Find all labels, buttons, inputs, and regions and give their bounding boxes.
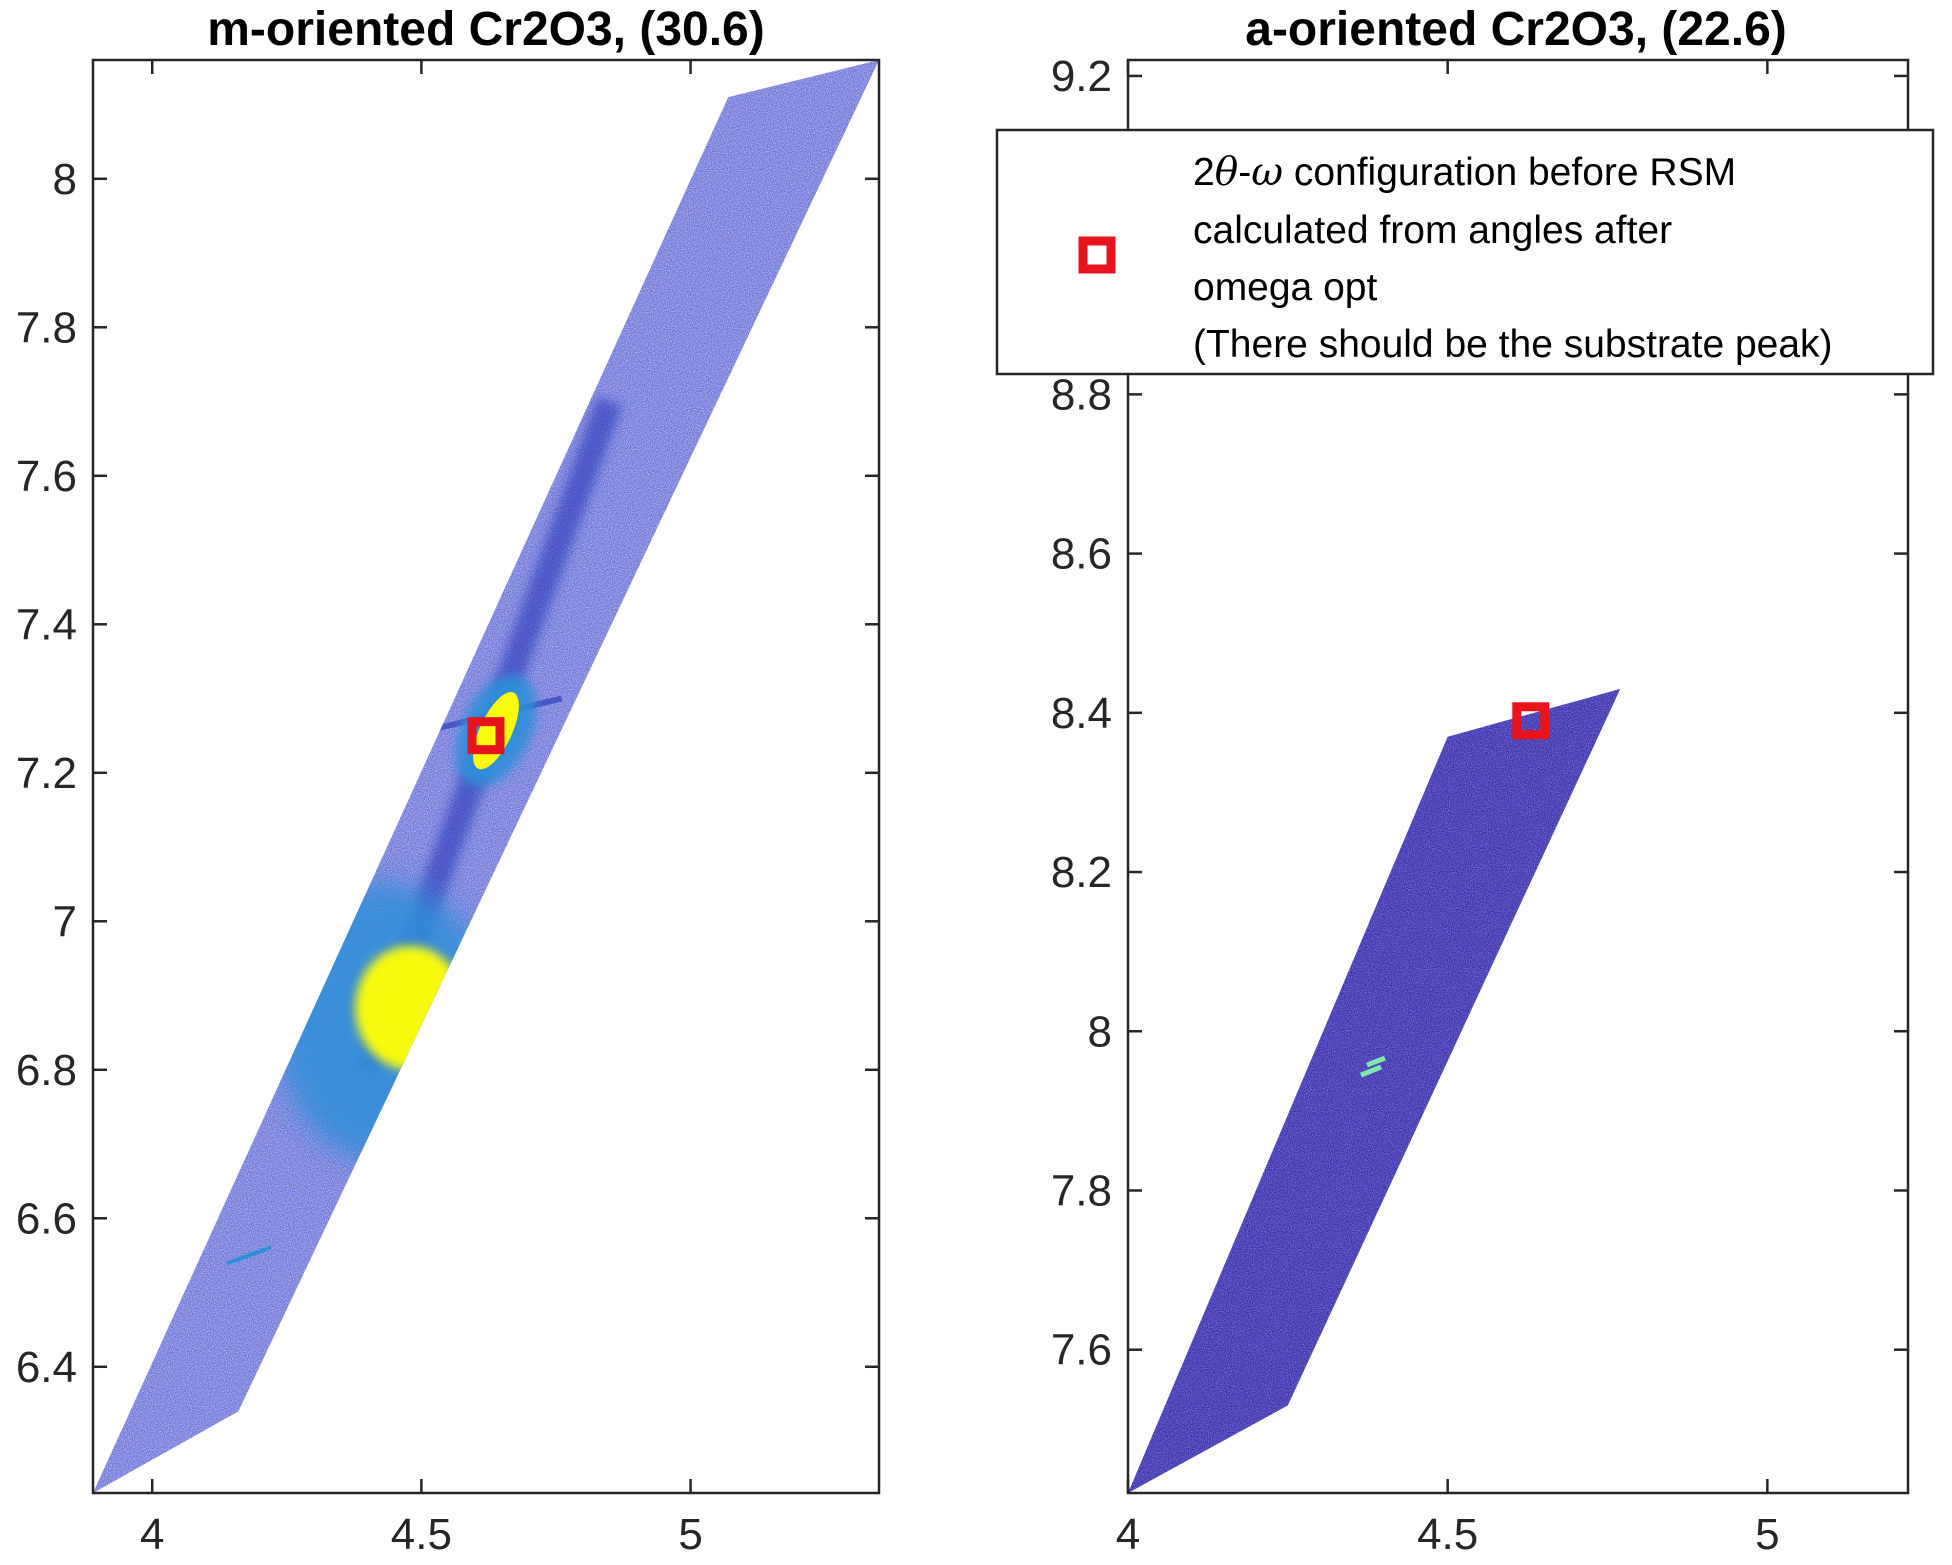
- right-ytick-label: 9.2: [1051, 52, 1112, 101]
- left-streak-feature: [226, 1245, 272, 1266]
- left-xtick-label: 4.5: [391, 1510, 452, 1559]
- right-ytick-label: 8.6: [1051, 530, 1112, 579]
- right-peak-feature-2: [1366, 1055, 1386, 1068]
- right-axes-box: [1126, 58, 1910, 1495]
- legend-line-4: (There should be the substrate peak): [1193, 323, 1833, 366]
- left-ytick-label: 6.8: [16, 1046, 77, 1095]
- right-ytick-label: 8.8: [1051, 370, 1112, 419]
- right-ytick-label: 8.2: [1051, 848, 1112, 897]
- left-plot-area: [93, 60, 879, 1493]
- left-ytick-label: 7.6: [16, 452, 77, 501]
- left-film-peak-core: [355, 945, 466, 1070]
- right-xtick-label: 4: [1116, 1510, 1140, 1559]
- panel-left-m-oriented: m-oriented Cr2O3, (30.6) 4 4.5 5 6.4 6.6 6.8 7…: [16, 3, 881, 1559]
- legend-line-3: omega opt: [1193, 266, 1377, 309]
- panel-right-a-oriented: a-oriented Cr2O3, (22.6) 4 4.5 5 7.6 7.8 8 8.2…: [995, 3, 1935, 1559]
- right-ytick-label: 8: [1088, 1007, 1112, 1056]
- left-marker-square: [467, 717, 505, 755]
- legend-marker-icon: [1078, 236, 1116, 274]
- left-ytick-label: 6.4: [16, 1343, 77, 1392]
- left-chart-title: m-oriented Cr2O3, (30.6): [207, 3, 764, 56]
- right-marker-square: [1512, 702, 1550, 740]
- left-ytick-label: 7.4: [16, 600, 77, 649]
- right-chart-title: a-oriented Cr2O3, (22.6): [1245, 3, 1787, 56]
- left-ytick-label: 8: [53, 155, 77, 204]
- left-ytick-label: 6.6: [16, 1194, 77, 1243]
- right-ytick-label: 8.4: [1051, 689, 1112, 738]
- right-xtick-label: 5: [1755, 1510, 1779, 1559]
- legend: 2θ-ω configuration before RSM calculated…: [995, 128, 1935, 376]
- left-ytick-label: 7.8: [16, 303, 77, 352]
- right-ytick-label: 7.8: [1051, 1166, 1112, 1215]
- legend-line-2: calculated from angles after: [1193, 209, 1672, 252]
- left-axis-ticks: 4 4.5 5 6.4 6.6 6.8 7 7.2 7.4 7.6 7.8 8: [16, 60, 879, 1559]
- left-xtick-label: 5: [678, 1510, 702, 1559]
- right-xtick-label: 4.5: [1417, 1510, 1478, 1559]
- legend-line-1: 2θ-ω configuration before RSM: [1193, 150, 1736, 195]
- legend-box: [995, 128, 1935, 376]
- left-ytick-label: 7.2: [16, 749, 77, 798]
- right-peak-feature-1: [1360, 1064, 1382, 1078]
- left-xtick-label: 4: [140, 1510, 164, 1559]
- right-axis-ticks: 44.557.67.888.28.48.68.899.2: [1051, 52, 1908, 1559]
- left-ytick-label: 7: [53, 897, 77, 946]
- right-ytick-label: 7.6: [1051, 1326, 1112, 1375]
- left-axes-box: [91, 58, 881, 1495]
